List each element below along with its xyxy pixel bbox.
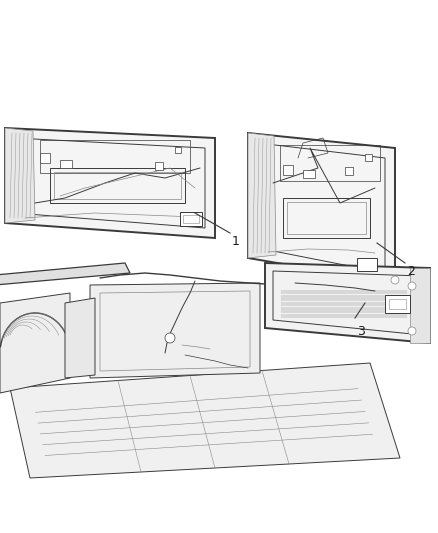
Bar xyxy=(365,154,372,161)
Circle shape xyxy=(408,282,416,290)
Text: 2: 2 xyxy=(407,265,415,278)
Bar xyxy=(40,153,50,163)
Bar xyxy=(345,167,353,175)
Bar xyxy=(60,160,72,168)
Polygon shape xyxy=(10,363,400,478)
Text: 3: 3 xyxy=(357,325,365,338)
Polygon shape xyxy=(410,268,430,343)
Bar xyxy=(180,212,202,226)
Polygon shape xyxy=(5,128,35,223)
Circle shape xyxy=(391,276,399,284)
Text: 1: 1 xyxy=(232,235,240,248)
Polygon shape xyxy=(248,133,395,283)
Bar xyxy=(389,299,406,309)
Bar xyxy=(283,165,293,175)
Polygon shape xyxy=(65,298,95,378)
Circle shape xyxy=(408,327,416,335)
Polygon shape xyxy=(248,133,276,258)
Polygon shape xyxy=(265,263,430,343)
Polygon shape xyxy=(0,263,130,285)
Polygon shape xyxy=(90,283,260,378)
Polygon shape xyxy=(0,293,70,393)
Bar xyxy=(357,258,377,271)
Polygon shape xyxy=(5,128,215,238)
Bar xyxy=(155,162,163,170)
Circle shape xyxy=(165,333,175,343)
Bar xyxy=(183,215,199,223)
Bar xyxy=(385,295,410,313)
Bar xyxy=(303,170,315,178)
Bar xyxy=(175,147,181,153)
